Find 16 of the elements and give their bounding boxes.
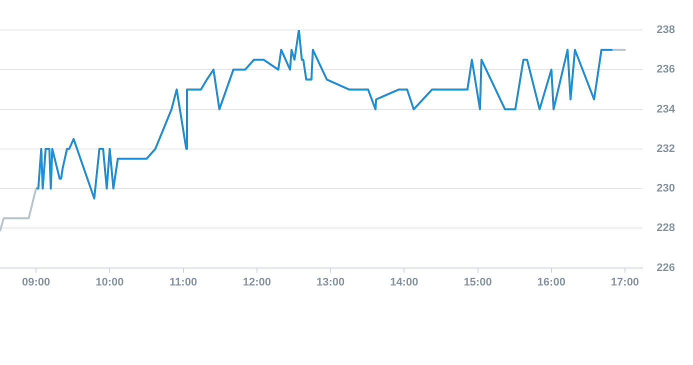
x-tick-label: 15:00 [464,276,492,288]
y-tick-label: 230 [656,182,676,195]
y-tick-label: 228 [656,222,676,234]
x-tick-label: 11:00 [170,276,198,288]
y-tick-label: 238 [656,24,676,36]
y-tick-label: 232 [656,142,676,155]
x-tick-label: 17:00 [610,276,640,288]
x-tick-label: 10:00 [96,276,124,288]
x-tick-label: 14:00 [390,276,418,288]
x-tick-label: 16:00 [537,276,566,288]
x-tick-label: 13:00 [316,276,345,288]
y-tick-label: 234 [656,103,676,116]
y-tick-label: 236 [656,64,676,76]
x-tick-label: 09:00 [22,276,50,288]
x-tick-label: 12:00 [242,276,271,288]
y-tick-label: 226 [656,262,676,274]
